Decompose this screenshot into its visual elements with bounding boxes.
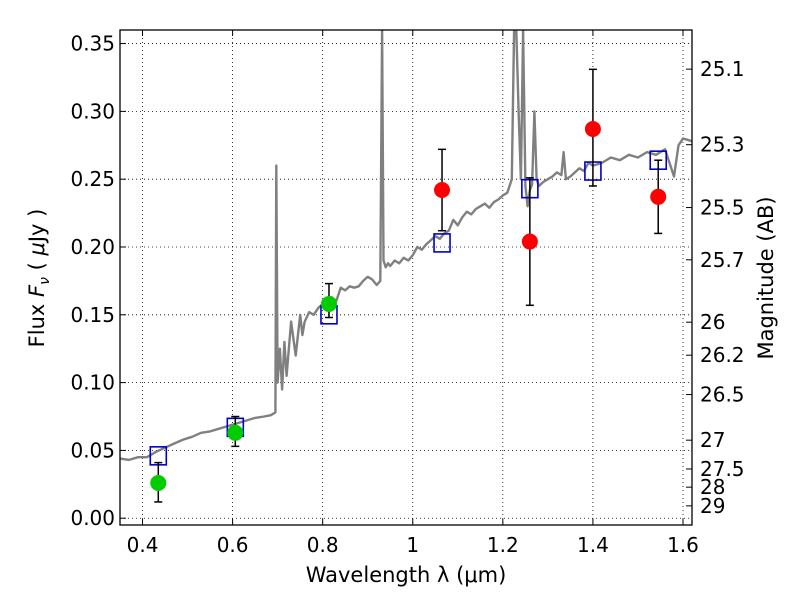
x-tick-label: 1.4 <box>577 533 609 557</box>
y2-tick-label: 26.2 <box>700 343 745 367</box>
y-axis-label-mu: μ <box>25 242 49 256</box>
y2-tick-label: 28 <box>700 475 725 499</box>
y2-tick-label: 25.7 <box>700 248 745 272</box>
y2-tick-label: 26 <box>700 310 725 334</box>
y2-tick-label: 29 <box>700 494 725 518</box>
x-tick-label: 1.6 <box>667 533 699 557</box>
photometry-point <box>521 233 538 250</box>
y2-tick-label: 27 <box>700 428 725 452</box>
photometry-point <box>320 295 337 312</box>
y2-tick-label: 25.5 <box>700 196 745 220</box>
plot-area <box>120 30 692 503</box>
y2-tick-label: 25.3 <box>700 133 745 157</box>
model-sed-line <box>120 30 692 462</box>
y-tick-label: 0.20 <box>70 235 115 259</box>
y-tick-label: 0.15 <box>70 303 115 327</box>
y-tick-label: 0.05 <box>70 438 115 462</box>
photometry-point <box>227 424 244 441</box>
x-tick-label: 0.4 <box>127 533 159 557</box>
y-axis-label-nu: ν <box>37 277 53 285</box>
y-tick-label: 0.30 <box>70 99 115 123</box>
photometry-point <box>584 121 601 137</box>
plot-frame <box>119 29 693 526</box>
x-tick-label: 0.8 <box>307 533 339 557</box>
model-photometry-square <box>433 233 451 253</box>
y-tick-label: 0.25 <box>70 167 115 191</box>
photometry-point <box>150 474 167 491</box>
y-axis-label-flux: Flux <box>25 297 49 347</box>
y2-tick-label: 25.1 <box>700 57 745 81</box>
photometry-point <box>650 188 667 205</box>
y-axis-label-unit: Jy ) <box>25 209 49 245</box>
x-tick-label: 1 <box>406 533 419 557</box>
x-axis-label: Wavelength λ (μm) <box>306 563 507 587</box>
y-axis-label-paren: ( <box>25 256 49 278</box>
grid <box>120 30 692 525</box>
y-tick-label: 0.00 <box>70 506 115 530</box>
y2-tick-label: 26.5 <box>700 383 745 407</box>
axis-ticks: 0.4 0.6 0.8 1 1.2 1.4 1.6 0.00 0.05 0.10 0.15 0.20 0… <box>70 30 745 557</box>
y-tick-label: 0.35 <box>70 32 115 56</box>
y2-axis-label: Magnitude (AB) <box>754 196 778 359</box>
y-axis-label: Flux Fν ( μJy ) <box>25 209 53 348</box>
y-axis-label-f: F <box>25 284 49 297</box>
y-tick-label: 0.10 <box>70 371 115 395</box>
y2-tick-label: 27.5 <box>700 457 745 481</box>
x-tick-label: 1.2 <box>487 533 519 557</box>
x-tick-label: 0.6 <box>217 533 249 557</box>
photometry-point <box>434 182 451 199</box>
